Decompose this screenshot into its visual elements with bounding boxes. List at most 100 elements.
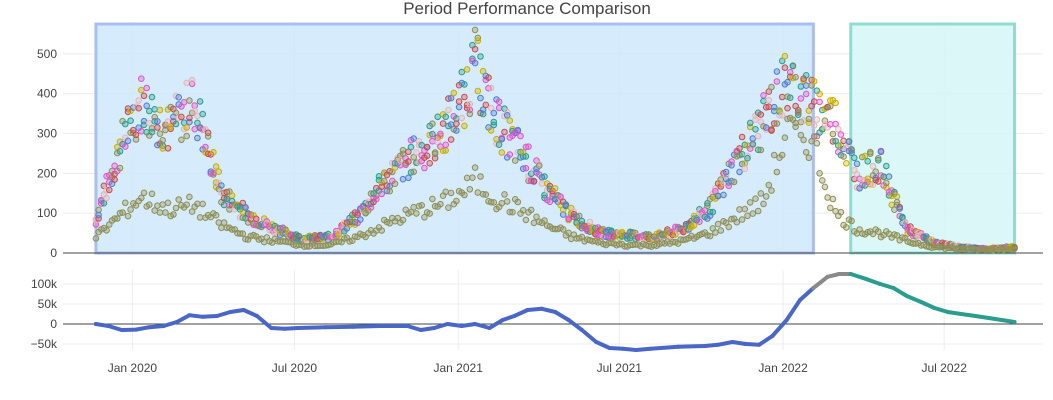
scatter-point <box>784 78 791 86</box>
scatter-point <box>386 220 394 227</box>
scatter-point <box>810 133 818 140</box>
scatter-point <box>466 186 474 193</box>
scatter-point <box>146 119 153 127</box>
scatter-point <box>797 95 805 102</box>
line-point <box>798 298 802 302</box>
scatter-point <box>156 209 164 216</box>
line-point <box>241 308 246 312</box>
line-point <box>620 346 625 351</box>
scatter-point <box>156 106 164 114</box>
scatter-point <box>487 104 495 112</box>
scatter-point <box>148 93 156 101</box>
scatter-point <box>768 127 775 134</box>
line-point <box>255 314 259 318</box>
scatter-point <box>138 86 145 94</box>
scatter-point <box>725 223 733 231</box>
scatter-point <box>461 81 468 88</box>
y-tick-label: 200 <box>37 166 57 180</box>
scatter-point <box>143 102 150 110</box>
line-point <box>487 326 492 330</box>
scatter-point <box>437 132 444 140</box>
scatter-point <box>186 97 193 104</box>
scatter-point <box>482 191 490 198</box>
scatter-point <box>485 74 492 81</box>
scatter-point <box>522 164 530 172</box>
scatter-point <box>479 106 487 113</box>
scatter-point <box>172 120 180 128</box>
scatter-point <box>463 66 471 73</box>
scatter-point <box>535 162 543 169</box>
scatter-point <box>853 160 861 168</box>
scatter-point <box>410 203 418 211</box>
scatter-point <box>762 193 770 200</box>
scatter-point <box>199 200 206 208</box>
scatter-point <box>156 130 164 137</box>
line-point <box>716 342 721 347</box>
scatter-point <box>445 106 452 114</box>
line-point <box>473 322 478 326</box>
scatter-point <box>447 136 455 143</box>
scatter-point <box>800 77 807 84</box>
scatter-point <box>463 174 471 182</box>
x-tick-label: Jul 2020 <box>272 361 318 375</box>
scatter-point <box>122 143 129 150</box>
scatter-point <box>474 87 482 95</box>
x-tick-label: Jan 2020 <box>108 361 158 375</box>
scatter-point <box>522 216 530 224</box>
scatter-point <box>228 192 236 199</box>
scatter-point <box>778 112 786 119</box>
line-point <box>566 318 571 322</box>
scatter-point <box>498 200 506 207</box>
scatter-point <box>765 181 773 189</box>
scatter-point <box>172 109 180 117</box>
line-point <box>525 308 530 312</box>
scatter-point <box>741 205 749 213</box>
scatter-point <box>872 168 880 175</box>
scatter-point <box>220 201 228 209</box>
scatter-point <box>461 122 468 130</box>
scatter-point <box>410 153 418 161</box>
y-tick-label: 0 <box>50 317 57 331</box>
scatter-point <box>794 107 802 114</box>
scatter-point <box>140 189 148 197</box>
scatter-point <box>477 94 484 102</box>
scatter-point <box>471 26 479 34</box>
scatter-point <box>800 117 807 124</box>
scatter-point <box>386 183 394 190</box>
line-point <box>676 344 681 349</box>
x-tick-label: Jan 2021 <box>434 361 484 375</box>
scatter-point <box>378 183 386 191</box>
scatter-point <box>738 151 746 158</box>
scatter-point <box>538 180 546 187</box>
scatter-point <box>218 182 225 189</box>
scatter-point <box>765 96 773 104</box>
scatter-point <box>760 97 767 105</box>
scatter-point <box>431 150 439 158</box>
line-point <box>282 326 287 331</box>
scatter-point <box>565 215 572 222</box>
scatter-point <box>210 148 217 156</box>
scatter-point <box>175 196 182 203</box>
scatter-point <box>210 169 217 177</box>
scatter-point <box>768 83 775 91</box>
line-point <box>405 324 410 328</box>
line-point <box>187 313 192 318</box>
line-point <box>200 314 205 319</box>
scatter-point <box>786 94 794 101</box>
scatter-point <box>124 212 132 220</box>
scatter-point <box>138 194 145 202</box>
scatter-point <box>170 211 177 218</box>
scatter-point <box>752 126 759 133</box>
scatter-point <box>551 185 559 192</box>
scatter-point <box>781 64 789 71</box>
scatter-point <box>832 120 839 128</box>
scatter-point <box>180 99 188 106</box>
scatter-point <box>848 217 855 225</box>
scatter-point <box>479 67 487 75</box>
scatter-point <box>557 193 564 200</box>
scatter-point <box>530 177 538 185</box>
scatter-point <box>722 168 730 176</box>
scatter-point <box>175 94 182 101</box>
line-point <box>825 274 830 279</box>
scatter-point <box>778 93 786 101</box>
